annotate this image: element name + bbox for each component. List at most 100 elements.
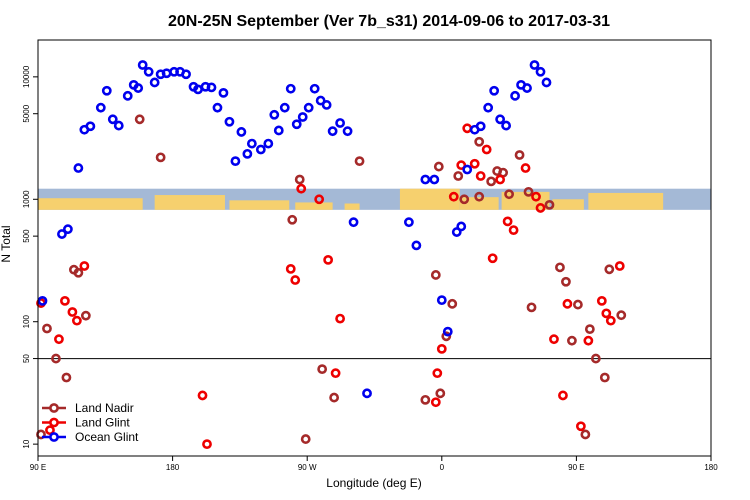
y-tick-label: 500: [22, 229, 31, 243]
data-point: [447, 298, 458, 309]
data-point: [562, 298, 573, 309]
legend-marker: [49, 403, 59, 413]
legend-label: Ocean Glint: [75, 430, 139, 444]
data-point: [475, 171, 486, 181]
data-point: [541, 77, 552, 88]
data-point: [420, 394, 431, 405]
data-point: [544, 199, 555, 210]
land-band-segment: [38, 198, 143, 210]
data-point: [63, 224, 73, 235]
data-point: [113, 120, 124, 131]
series-ocean-glint: [37, 60, 552, 399]
axes: 90 E 180 90 W 0 90 E 180 10 50 100 500 1000 5000 100…: [22, 39, 718, 472]
data-point: [95, 102, 106, 113]
data-point: [489, 85, 500, 96]
data-point: [321, 100, 332, 110]
data-point: [459, 194, 470, 205]
data-point: [137, 60, 148, 70]
data-point: [469, 158, 480, 169]
data-point: [330, 368, 341, 379]
data-point: [300, 434, 311, 444]
land-band-segment: [344, 203, 360, 210]
data-point: [354, 156, 365, 167]
data-point: [342, 126, 353, 137]
data-point: [242, 148, 253, 159]
data-point: [495, 174, 506, 185]
data-point: [224, 116, 235, 127]
data-point: [133, 83, 144, 93]
data-point: [291, 119, 302, 130]
data-point: [561, 276, 571, 287]
data-point: [362, 388, 372, 399]
data-point: [442, 326, 453, 337]
data-point: [486, 176, 497, 187]
data-point: [487, 253, 498, 264]
data-point: [462, 123, 473, 134]
data-point: [483, 102, 494, 113]
series-land-glint: [36, 123, 625, 450]
data-point: [599, 372, 610, 383]
data-point: [303, 102, 314, 113]
data-point: [101, 85, 112, 96]
y-tick-label: 5000: [22, 104, 31, 122]
data-point: [161, 68, 172, 79]
data-point: [575, 421, 586, 432]
data-point: [122, 90, 133, 101]
data-point: [269, 109, 280, 120]
data-point: [287, 214, 298, 225]
data-point: [309, 83, 320, 94]
data-point: [279, 102, 290, 113]
data-point: [297, 112, 308, 122]
data-point: [296, 183, 307, 194]
x-tick-label: 0: [440, 463, 445, 472]
data-point: [475, 121, 486, 132]
data-point: [436, 343, 447, 354]
data-point: [181, 69, 191, 80]
data-point: [327, 126, 338, 137]
data-point: [567, 335, 577, 346]
data-point: [616, 310, 627, 321]
data-point: [504, 189, 514, 200]
data-point: [218, 87, 229, 98]
data-point: [67, 307, 78, 317]
plot-area: [36, 60, 711, 450]
land-band-segment: [588, 192, 664, 210]
y-tick-label: 100: [22, 314, 31, 328]
data-point: [462, 164, 473, 175]
land-band-segment: [399, 188, 460, 210]
data-point: [531, 191, 541, 202]
data-point: [335, 313, 346, 324]
data-point: [36, 429, 46, 440]
data-point: [290, 275, 301, 285]
data-point: [42, 323, 52, 334]
plot-frame: [37, 39, 712, 457]
data-point: [614, 261, 625, 271]
data-point: [73, 267, 84, 278]
data-point: [57, 229, 67, 239]
data-point: [474, 136, 485, 147]
chart-title: 20N-25N September (Ver 7b_s31) 2014-09-0…: [168, 13, 610, 30]
data-point: [335, 118, 346, 128]
data-point: [572, 299, 583, 310]
data-point: [435, 388, 446, 399]
data-point: [520, 163, 531, 173]
y-axis-label: N Total: [0, 225, 13, 262]
data-point: [246, 138, 257, 149]
data-point: [474, 191, 485, 202]
data-point: [420, 174, 431, 185]
data-point: [315, 95, 326, 106]
data-point: [206, 82, 217, 93]
data-point: [71, 315, 82, 326]
x-tick-label: 90 W: [298, 463, 317, 472]
data-point: [202, 439, 212, 450]
legend-marker: [49, 417, 59, 428]
data-point: [212, 102, 223, 113]
y-tick-label: 10: [22, 439, 31, 448]
data-point: [285, 83, 296, 94]
data-point: [323, 254, 334, 265]
data-point: [596, 295, 607, 306]
data-point: [456, 160, 467, 171]
data-point: [451, 227, 462, 237]
data-point: [314, 194, 325, 205]
